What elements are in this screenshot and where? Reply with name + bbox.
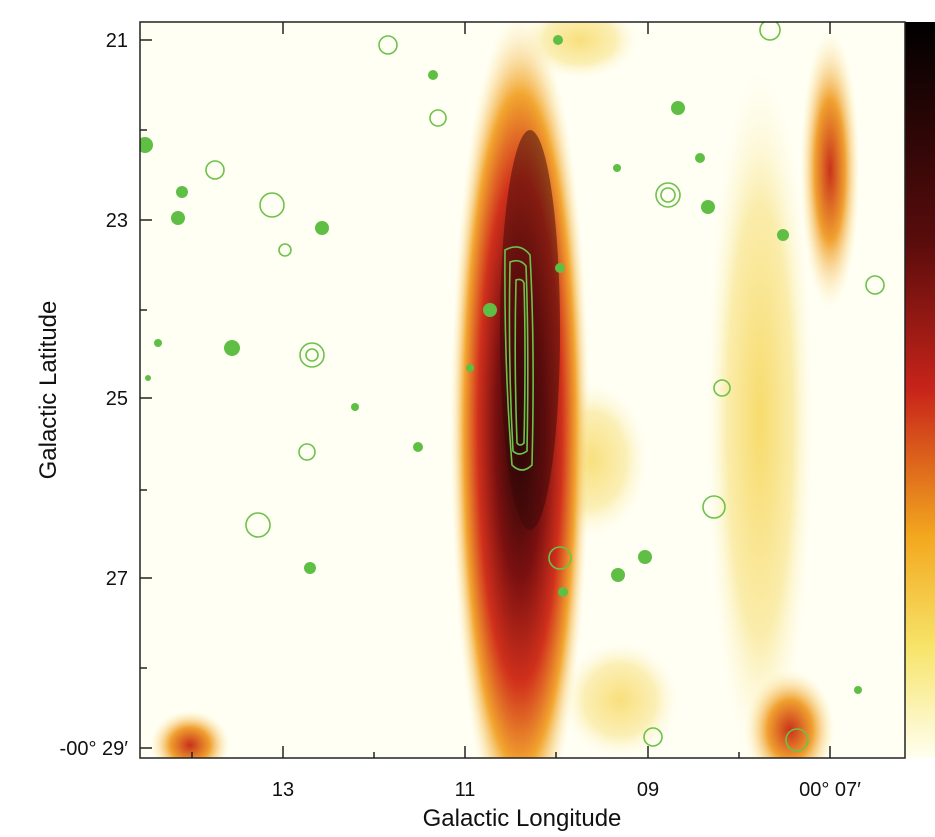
contours: [205, 22, 885, 752]
colorbar: [905, 22, 935, 758]
y-tick-label: 27: [106, 568, 128, 590]
y-tick-label: 23: [106, 210, 128, 232]
sources: [140, 35, 862, 694]
y-tick-label: -00° 29′: [60, 738, 129, 760]
y-axis-label: Galactic Latitude: [35, 301, 62, 480]
x-tick-label: 13: [272, 779, 294, 801]
tick-marks: [140, 22, 831, 758]
y-tick-label: 21: [106, 30, 128, 52]
x-tick-label: 09: [637, 779, 659, 801]
plot-frame: [139, 21, 906, 759]
x-axis-label: Galactic Longitude: [423, 805, 622, 832]
image: [140, 22, 905, 758]
x-tick-label: 00° 07′: [799, 779, 861, 801]
y-tick-label: 25: [106, 388, 128, 410]
x-tick-label: 11: [455, 779, 476, 801]
